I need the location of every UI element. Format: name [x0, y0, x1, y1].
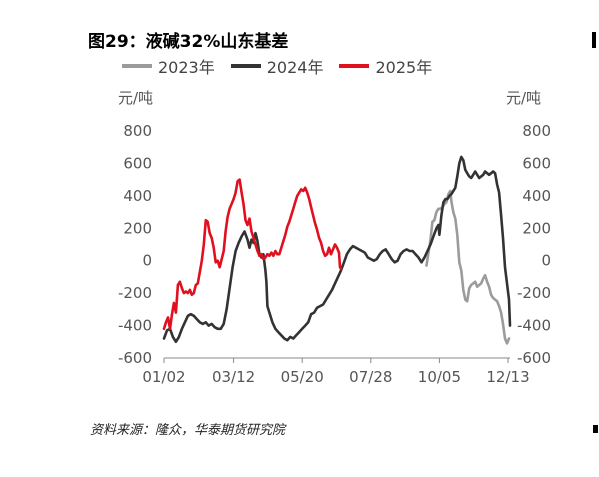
y-tick-label-right: 200 [522, 219, 551, 237]
legend-swatch-2023 [122, 64, 152, 68]
x-tick-label: 10/05 [418, 368, 461, 386]
y-tick-label-right: 800 [522, 122, 551, 140]
legend-label-2024: 2024年 [266, 58, 324, 77]
series-2023-line [425, 189, 511, 345]
y-tick-label-left: 600 [123, 154, 152, 172]
legend-item-2023: 2023年 [122, 54, 215, 78]
legend-item-2024: 2024年 [230, 54, 324, 78]
chart-legend: 2023年 2024年 2025年 [122, 54, 432, 78]
y-tick-label-right: 0 [541, 252, 551, 270]
y-tick-label-right: -400 [517, 317, 551, 335]
x-tick-label: 05/20 [281, 368, 324, 386]
y-tick-label-left: 0 [142, 252, 152, 270]
x-tick-label: 07/28 [349, 368, 392, 386]
y-tick-label-left: -600 [118, 349, 152, 367]
x-tick-label: 12/13 [486, 368, 529, 386]
y-tick-label-left: 200 [123, 219, 152, 237]
x-tick-label: 01/02 [142, 368, 185, 386]
adjacent-panel-edge-lower [593, 425, 598, 433]
chart-title: 图29：液碱32%山东基差 [88, 32, 289, 52]
y-tick-label-left: -200 [118, 284, 152, 302]
series-layer [162, 155, 512, 345]
y-tick-label-right: -200 [517, 284, 551, 302]
y-tick-label-right: 400 [522, 187, 551, 205]
axes: 800 800 600 600 400 400 200 200 0 0 -200 -200 -400 -4… [118, 122, 551, 386]
x-tick-label: 03/12 [212, 368, 255, 386]
legend-swatch-2024 [230, 64, 261, 68]
left-axis-unit: 元/吨 [118, 89, 153, 107]
source-note: 资料来源：隆众，华泰期货研究院 [90, 423, 286, 438]
series-2025-line [162, 178, 343, 331]
y-tick-label-right: 600 [522, 154, 551, 172]
legend-label-2025: 2025年 [375, 58, 433, 77]
legend-label-2023: 2023年 [158, 58, 215, 77]
right-axis-unit: 元/吨 [506, 89, 541, 107]
y-tick-label-left: 400 [123, 187, 152, 205]
y-tick-label-right: -600 [517, 349, 551, 367]
y-tick-label-left: -400 [118, 317, 152, 335]
legend-swatch-2025 [339, 64, 370, 68]
series-2024-line [162, 155, 512, 344]
y-tick-label-left: 800 [123, 122, 152, 140]
adjacent-panel-edge [592, 32, 596, 48]
legend-item-2025: 2025年 [339, 54, 432, 78]
